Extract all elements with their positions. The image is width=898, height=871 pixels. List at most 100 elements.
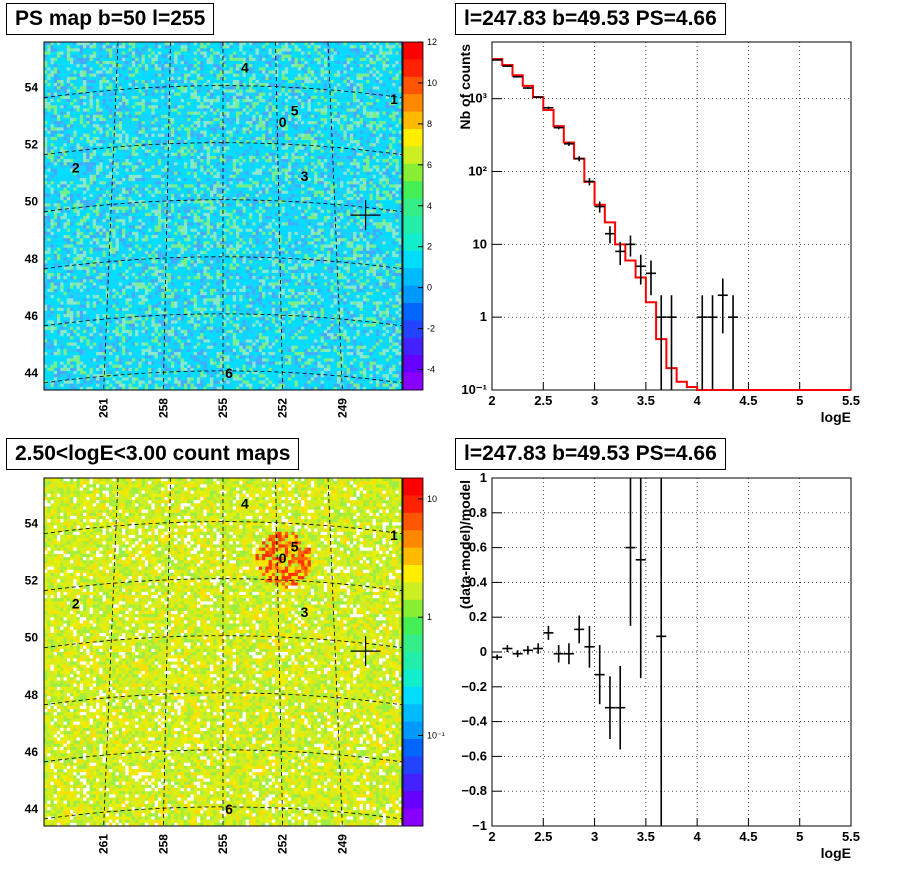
- spectrum-xtick-label-3.5: 3.5: [637, 393, 655, 408]
- cnt-colorbar-band: [403, 791, 423, 809]
- ps-colorbar-tick-label: 8: [427, 119, 432, 129]
- residual-plot-frame: [492, 478, 851, 826]
- residual-ytick-label: −0.8: [461, 783, 487, 798]
- figure-canvas: 0123456545250484644261 258 255 252 249121086…: [0, 0, 898, 871]
- spectrum-ytick-label: 10²: [468, 164, 487, 179]
- ps-colorbar-tick-label: 0: [427, 283, 432, 293]
- cnt-colorbar-band: [403, 652, 423, 670]
- cnt-colorbar-band: [403, 478, 423, 496]
- residual-title: l=247.83 b=49.53 PS=4.66: [455, 438, 726, 470]
- cnt-colorbar-band: [403, 513, 423, 531]
- ps-colorbar-tick-label: 6: [427, 160, 432, 170]
- count-map-title: 2.50<logE<3.00 count maps: [6, 438, 299, 470]
- cnt-colorbar-tick-label: 10: [427, 494, 437, 504]
- ps-ytick-52: 52: [25, 138, 39, 152]
- residual-ytick-label: −0.6: [461, 748, 487, 763]
- ps-source-label-6: 6: [225, 365, 233, 381]
- spectrum-ytick-label: 10⁻¹: [461, 382, 487, 397]
- cnt-ytick-48: 48: [25, 688, 39, 702]
- residual-xlabel: logE: [821, 845, 851, 861]
- ps-colorbar-band: [403, 59, 423, 77]
- ps-source-label-4: 4: [241, 60, 249, 76]
- cnt-colorbar-band: [403, 635, 423, 653]
- ps-colorbar-band: [403, 146, 423, 164]
- ps-colorbar-tick-label: 12: [427, 37, 437, 47]
- ps-colorbar-band: [403, 181, 423, 199]
- cnt-colorbar-tick-label: 1: [427, 612, 432, 622]
- ps-colorbar-band: [403, 268, 423, 286]
- cnt-source-label-4: 4: [241, 496, 249, 512]
- ps-colorbar-band: [403, 373, 423, 391]
- cnt-colorbar-band: [403, 600, 423, 618]
- cnt-colorbar-band: [403, 722, 423, 740]
- spectrum-xtick-label-4: 4: [694, 393, 702, 408]
- residual-xtick-label-2: 2: [488, 829, 495, 844]
- spectrum-xlabel: logE: [821, 409, 851, 425]
- spectrum-title: l=247.83 b=49.53 PS=4.66: [455, 3, 726, 35]
- cnt-source-label-3: 3: [301, 604, 309, 620]
- ps-source-label-2: 2: [72, 160, 80, 176]
- residual-ytick-label: 1: [480, 470, 487, 485]
- ps-colorbar-band: [403, 77, 423, 95]
- cnt-source-label-0: 0: [279, 550, 287, 566]
- cnt-xtick-252: 252: [276, 834, 290, 854]
- cnt-source-label-1: 1: [390, 527, 398, 543]
- cnt-source-label-5: 5: [291, 538, 299, 554]
- residual-ylabel: (data-model)/model: [457, 480, 473, 609]
- spectrum-ylabel: Nb of counts: [457, 44, 473, 130]
- ps-colorbar-tick-label: 10: [427, 78, 437, 88]
- residual-ytick-label: −0.2: [461, 679, 487, 694]
- cnt-colorbar-band: [403, 756, 423, 774]
- cnt-colorbar-band: [403, 774, 423, 792]
- residual-ytick-label: 0.2: [469, 609, 487, 624]
- cnt-colorbar-band: [403, 617, 423, 635]
- ps-ytick-50: 50: [25, 195, 39, 209]
- ps-map-title: PS map b=50 l=255: [6, 3, 214, 35]
- ps-ytick-48: 48: [25, 252, 39, 266]
- ps-colorbar-tick-label: 2: [427, 242, 432, 252]
- cnt-colorbar-band: [403, 530, 423, 548]
- ps-colorbar-band: [403, 303, 423, 321]
- cnt-colorbar-band: [403, 669, 423, 687]
- ps-colorbar-band: [403, 286, 423, 304]
- ps-xtick-255: 255: [216, 398, 230, 418]
- residual-panel: 2 2.5 3 3.5 4 4.5 5 5.510.80.60.40.20−0.2−0.4−0…: [457, 470, 860, 861]
- cnt-colorbar-band: [403, 548, 423, 566]
- ps-xtick-252: 252: [276, 398, 290, 418]
- ps-ytick-46: 46: [25, 309, 39, 323]
- ps-source-label-1: 1: [390, 91, 398, 107]
- cnt-ytick-52: 52: [25, 574, 39, 588]
- cnt-source-label-2: 2: [72, 596, 80, 612]
- spectrum-xtick-label-4.5: 4.5: [739, 393, 757, 408]
- ps-source-label-5: 5: [291, 102, 299, 118]
- ps-colorbar-band: [403, 233, 423, 251]
- cnt-xtick-249: 249: [335, 834, 349, 854]
- ps-colorbar-tick-label: 4: [427, 201, 432, 211]
- spectrum-xtick-label-2: 2: [488, 393, 495, 408]
- spectrum-ytick-label: 10: [473, 236, 487, 251]
- ps-colorbar-band: [403, 164, 423, 182]
- cnt-ytick-44: 44: [25, 802, 39, 816]
- cnt-colorbar-band: [403, 687, 423, 705]
- cnt-colorbar-band: [403, 809, 423, 827]
- ps-colorbar-band: [403, 42, 423, 60]
- cnt-colorbar-tick-label: 10⁻¹: [427, 731, 445, 741]
- cnt-colorbar-band: [403, 495, 423, 513]
- ps-source-label-3: 3: [301, 168, 309, 184]
- residual-xtick-label-5: 5: [796, 829, 803, 844]
- cnt-colorbar-band: [403, 582, 423, 600]
- cnt-colorbar-band: [403, 565, 423, 583]
- cnt-ytick-54: 54: [25, 517, 39, 531]
- residual-xtick-label-3.5: 3.5: [637, 829, 655, 844]
- ps-colorbar-band: [403, 251, 423, 269]
- residual-xtick-label-5.5: 5.5: [842, 829, 860, 844]
- ps-colorbar-band: [403, 338, 423, 356]
- cnt-ytick-50: 50: [25, 631, 39, 645]
- ps-xtick-261: 261: [97, 398, 111, 418]
- ps-colorbar-tick-label: -4: [427, 365, 435, 375]
- ps-ytick-44: 44: [25, 366, 39, 380]
- ps-colorbar-band: [403, 320, 423, 338]
